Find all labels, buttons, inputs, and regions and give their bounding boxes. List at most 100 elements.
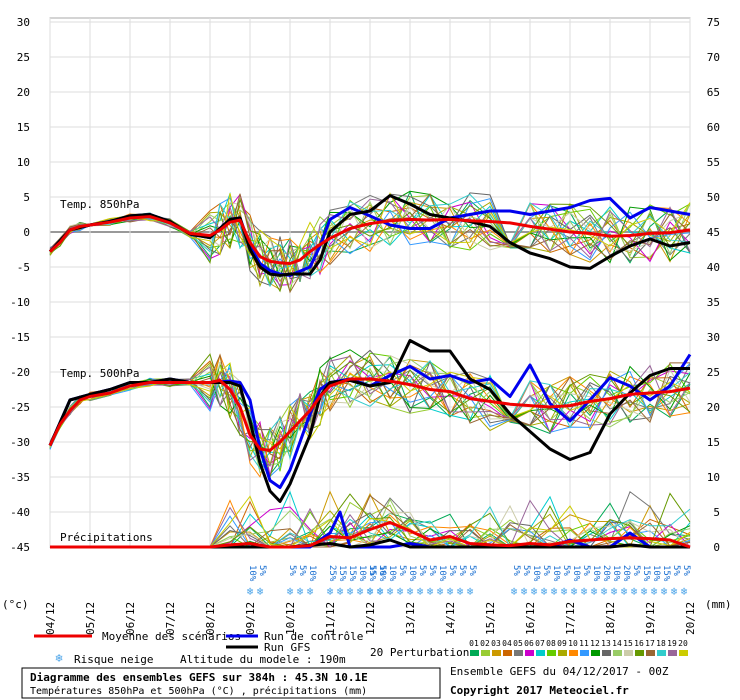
snowflake-icon: ❄ [671,585,678,598]
snowflake-icon: ❄ [467,585,474,598]
legend-control-label: Run de contrôle [264,630,363,643]
x-tick-label: 13/12 [404,602,417,635]
perturbation-legend: 01 02 03 04 05 06 07 08 09 10 11 12 13 14 15 16 17 18 19 20 [469,639,688,656]
x-tick-label: 19/12 [644,602,657,635]
perturbation-line-precip-1 [50,502,691,548]
left-tick-label: -20 [10,366,30,379]
perturbation-number: 08 [546,639,556,648]
perturbation-number: 10 [568,639,578,648]
snow-risk-percent: 15% [337,565,347,582]
perturbation-swatch [591,650,600,656]
snowflake-icon: ❄ [417,585,424,598]
svg-text:❄: ❄ [55,651,62,665]
snow-risk-percent: 10% [531,565,541,582]
legend-mean-label: Moyenne des scénarios [102,630,241,643]
snowflake-icon: ❄ [337,585,344,598]
legend-gfs-label: Run GFS [264,641,310,654]
snowflake-icon: ❄ [561,585,568,598]
right-tick-label: 35 [707,296,720,309]
perturbation-swatch [547,650,556,656]
perturbation-number: 17 [645,639,655,648]
left-tick-label: 10 [17,156,30,169]
snowflake-icon: ❄ [377,585,384,598]
right-tick-label: 40 [707,261,720,274]
snowflake-icon: ❄ [297,585,304,598]
snow-risk-percent: 5% [397,565,407,576]
t850-section-label: Temp. 850hPa [60,198,139,211]
x-axis-date-ticks: 04/12 05/12 06/12 07/12 08/12 09/12 10/12 11/12… [44,602,697,635]
perturbation-number: 16 [634,639,644,648]
snow-risk-percent: 5% [457,565,467,576]
left-tick-label: 20 [17,86,30,99]
perturbation-number: 11 [579,639,589,648]
snow-risk-percent: 5% [631,565,641,576]
left-tick-label: -45 [10,541,30,554]
main-series-lines [48,194,692,549]
copyright: Copyright 2017 Meteociel.fr [450,684,629,697]
left-tick-label: 0 [23,226,30,239]
snow-risk-percent: 5% [511,565,521,576]
snowflake-icon: ❄ [511,585,518,598]
snow-risk-percent: 5% [467,565,477,576]
perturbation-number: 03 [491,639,501,648]
left-tick-label: -30 [10,436,30,449]
perturbation-number: 02 [480,639,490,648]
snow-risk-percent: 10% [407,565,417,582]
right-tick-label: 70 [707,51,720,64]
snow-risk-percent: 5% [417,565,427,576]
perturbation-swatch [470,650,479,656]
x-tick-label: 12/12 [364,602,377,635]
snowflake-icon: ❄ [407,585,414,598]
x-tick-label: 15/12 [484,602,497,635]
perturbation-swatch [558,650,567,656]
x-tick-label: 18/12 [604,602,617,635]
snowflake-icon: ❄ [531,585,538,598]
snowflake-icon: ❄ [551,585,558,598]
snow-risk-percent: 5% [427,565,437,576]
gfs-precip-line [50,538,690,549]
x-tick-label: 04/12 [44,602,57,635]
snowflake-icon: ❄ [541,585,548,598]
right-tick-label: 20 [707,401,720,414]
chart-grid [49,17,691,548]
gfs-t500-line [48,339,690,503]
perturbation-number: 13 [601,639,611,648]
snowflake-icon: ❄ [651,585,658,598]
perturbation-line-t500-20 [49,362,691,456]
left-tick-label: -35 [10,471,30,484]
x-tick-label: 07/12 [164,602,177,635]
left-tick-label: -40 [10,506,30,519]
perturbation-number: 12 [590,639,600,648]
snow-risk-percent: 5% [257,565,267,576]
perturbation-swatch [657,650,666,656]
snow-risk-percent: 5% [521,565,531,576]
perturbation-swatch [635,650,644,656]
snowflake-icon: ❄ [357,585,364,598]
perturbation-swatch [602,650,611,656]
x-tick-label: 10/12 [284,602,297,635]
right-tick-label: 65 [707,86,720,99]
left-tick-label: 15 [17,121,30,134]
snow-risk-percent: 10% [571,565,581,582]
right-tick-label: 60 [707,121,720,134]
right-tick-label: 10 [707,471,720,484]
snow-risk-percent: 10% [377,565,387,582]
right-tick-label: 50 [707,191,720,204]
snow-risk-percent: 10% [591,565,601,582]
snowflake-icon: ❄ [247,585,254,598]
left-tick-label: -15 [10,331,30,344]
snow-risk-percent: 10% [611,565,621,582]
snowflake-icon: ❄ [387,585,394,598]
mean-t500-line [48,377,691,452]
legend: Moyenne des scénarios Run de contrôle Ru… [34,630,688,666]
left-tick-label: 25 [17,51,30,64]
snow-risk-percent: 10% [357,565,367,582]
perturbation-number: 05 [513,639,523,648]
snow-risk-percent: 10% [387,565,397,582]
snow-risk-percent: 5% [671,565,681,576]
snowflake-icon: ❄ [521,585,528,598]
x-tick-label: 17/12 [564,602,577,635]
x-tick-label: 09/12 [244,602,257,635]
